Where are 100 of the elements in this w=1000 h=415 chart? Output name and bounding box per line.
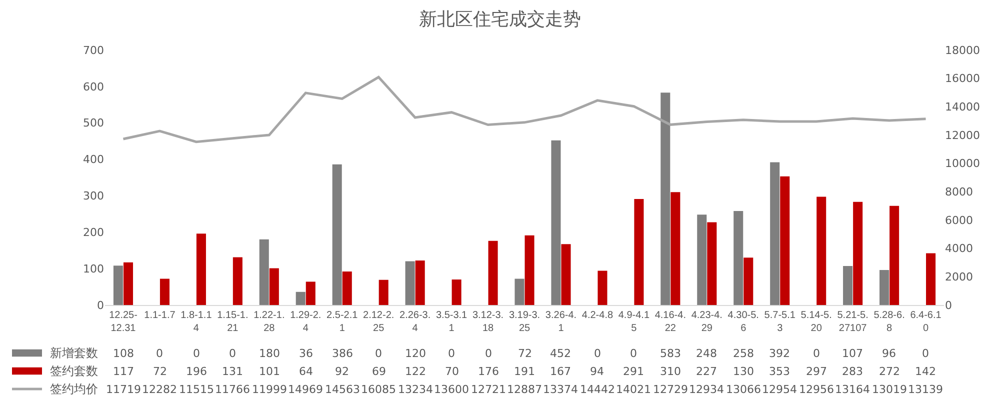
bar (926, 253, 936, 305)
y2-tick-label: 10000 (945, 157, 980, 170)
data-label: 64 (299, 365, 313, 378)
data-label: 11999 (252, 383, 287, 396)
data-label: 13066 (726, 383, 761, 396)
data-label: 12282 (142, 383, 177, 396)
data-label: 94 (590, 365, 604, 378)
x-tick-label: 4.2-4.8 (582, 310, 614, 321)
y-tick-label: 500 (83, 116, 104, 130)
bar (660, 92, 670, 305)
y2-tick-label: 8000 (945, 186, 973, 199)
data-label: 0 (922, 347, 929, 360)
bar (670, 192, 680, 305)
data-label: 101 (259, 365, 280, 378)
data-label: 131 (222, 365, 243, 378)
data-label: 117 (113, 365, 134, 378)
data-label: 291 (623, 365, 644, 378)
data-label: 0 (448, 347, 455, 360)
y2-tick-label: 0 (945, 298, 952, 312)
y-tick-label: 200 (83, 226, 104, 239)
data-label: 14442 (580, 383, 615, 396)
data-label: 16085 (361, 383, 396, 396)
data-label: 248 (696, 347, 717, 360)
data-label: 176 (478, 365, 499, 378)
bar (123, 262, 134, 305)
y-tick-label: 100 (83, 262, 104, 276)
data-label: 583 (660, 347, 681, 360)
bar (296, 292, 306, 305)
data-label: 452 (550, 347, 571, 360)
data-label: 13374 (543, 383, 578, 396)
chart-title: 新北区住宅成交走势 (419, 9, 581, 30)
data-label: 392 (769, 347, 790, 360)
data-label: 12956 (799, 383, 834, 396)
data-label: 12934 (689, 383, 724, 396)
data-label: 12721 (471, 383, 506, 396)
bar (770, 162, 780, 305)
bar (551, 140, 561, 305)
data-label: 13139 (908, 383, 943, 396)
bar (196, 234, 206, 305)
bar (697, 214, 707, 305)
data-label: 14021 (616, 383, 651, 396)
y-tick-label: 0 (97, 298, 104, 312)
data-label: 12729 (653, 383, 688, 396)
data-label: 13600 (434, 383, 469, 396)
x-tick-label: 1.8-1.14 (180, 310, 212, 334)
data-label: 96 (882, 347, 896, 360)
y2-tick-label: 2000 (945, 270, 973, 284)
legend-label: 新增套数 (50, 346, 98, 360)
data-label: 167 (550, 365, 571, 378)
x-tick-label: 2.26-3.4 (400, 310, 431, 334)
data-label: 386 (332, 347, 353, 360)
data-label: 0 (229, 347, 236, 360)
bar (342, 271, 352, 305)
bar (113, 266, 123, 305)
x-tick-label: 1.15-1.21 (217, 310, 248, 334)
bar (744, 258, 754, 305)
data-label: 353 (769, 365, 790, 378)
legend-label: 签约套数 (50, 364, 98, 378)
data-label: 92 (335, 365, 349, 378)
data-label: 180 (259, 347, 280, 360)
data-label: 11515 (179, 383, 214, 396)
x-tick-label: 2.5-2.11 (326, 310, 358, 334)
x-tick-label: 1.1-1.7 (144, 310, 176, 321)
data-label: 0 (156, 347, 163, 360)
data-label: 227 (696, 365, 717, 378)
data-label: 36 (299, 347, 313, 360)
data-label: 0 (375, 347, 382, 360)
data-label: 0 (813, 347, 820, 360)
bar (332, 164, 342, 305)
legend-label: 签约均价 (50, 382, 98, 396)
x-tick-label: 5.14-5.20 (800, 310, 832, 334)
data-label: 13234 (398, 383, 433, 396)
x-tick-label: 4.30-5.6 (728, 310, 759, 334)
x-tick-label: 4.16-4.22 (654, 310, 686, 334)
data-label: 14969 (288, 383, 323, 396)
bar (890, 206, 900, 305)
x-tick-label: 3.26-4.1 (545, 310, 577, 334)
x-tick-label: 1.29-2.4 (290, 310, 322, 334)
data-label: 272 (879, 365, 900, 378)
data-label: 196 (186, 365, 207, 378)
x-tick-label: 5.21-5.27107 (837, 310, 868, 334)
data-label: 122 (405, 365, 426, 378)
data-label: 12954 (762, 383, 797, 396)
data-label: 310 (660, 365, 681, 378)
data-label: 120 (405, 347, 426, 360)
bar (232, 257, 242, 305)
data-label: 70 (445, 365, 459, 378)
data-label: 13164 (835, 383, 870, 396)
data-label: 12887 (507, 383, 542, 396)
data-label: 13019 (872, 383, 907, 396)
y-tick-label: 600 (83, 80, 104, 94)
data-label: 0 (594, 347, 601, 360)
bar (269, 268, 279, 305)
bar (405, 261, 415, 305)
y-tick-label: 400 (83, 153, 104, 166)
data-label: 191 (514, 365, 535, 378)
bar (488, 240, 498, 305)
bar (452, 280, 462, 305)
y2-tick-label: 14000 (945, 100, 980, 114)
data-label: 258 (733, 347, 754, 360)
